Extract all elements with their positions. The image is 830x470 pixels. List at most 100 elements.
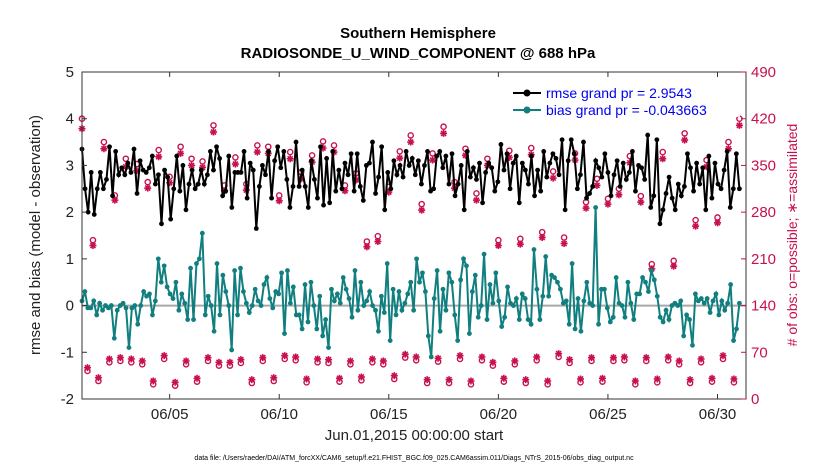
bias-point: [622, 314, 628, 320]
rmse-point: [275, 144, 281, 150]
rmse-point: [611, 172, 617, 178]
bias-point: [537, 317, 543, 322]
bias-point: [402, 300, 408, 306]
possible-obs-marker: [681, 130, 688, 137]
bias-point: [701, 300, 707, 306]
rmse-point: [354, 151, 360, 157]
y-tick-label: 5: [66, 64, 74, 81]
rmse-point: [327, 200, 333, 206]
rmse-point: [452, 193, 458, 199]
assimilated-obs-stroke: [347, 357, 354, 365]
bias-point: [563, 298, 569, 304]
assimilated-obs-marker: [429, 156, 437, 164]
bias-point: [499, 324, 505, 329]
assimilated-obs-stroke: [380, 357, 387, 365]
y-tick-label: -2: [61, 391, 74, 408]
bias-point: [546, 293, 552, 299]
bias-point: [566, 321, 572, 327]
bias-point: [420, 270, 425, 276]
assimilated-obs-stroke: [281, 352, 288, 359]
possible-obs-marker: [484, 155, 491, 163]
bias-point: [196, 256, 202, 262]
x-tick-label: 06/25: [589, 406, 627, 423]
possible-obs-marker: [264, 143, 272, 151]
assimilated-obs-stroke: [193, 375, 201, 382]
rmse-point: [620, 160, 626, 166]
assimilated-obs-stroke: [144, 185, 151, 192]
bias-point: [282, 331, 287, 336]
rmse-point: [149, 153, 155, 159]
bias-point: [349, 314, 355, 320]
bias-point: [684, 312, 689, 318]
x-tick-label: 06/10: [260, 406, 298, 423]
bias-point: [220, 272, 226, 278]
assimilated-obs-marker: [456, 352, 464, 360]
rmse-point: [116, 172, 122, 178]
bias-point: [637, 291, 643, 297]
rmse-point: [128, 170, 134, 175]
bias-point: [640, 275, 645, 280]
rmse-point: [110, 193, 115, 199]
assimilated-obs-stroke: [610, 354, 617, 361]
assimilated-obs-stroke: [128, 355, 135, 363]
bias-point: [657, 314, 663, 320]
assimilated-obs-stroke: [730, 375, 738, 383]
possible-obs-marker: [199, 158, 206, 165]
bias-point: [264, 275, 270, 280]
bias-point: [194, 261, 199, 266]
bias-point: [678, 298, 684, 304]
assimilated-obs-stroke: [336, 375, 343, 382]
assimilated-obs-marker: [111, 196, 119, 204]
bias-point: [238, 265, 243, 271]
bias-point: [414, 256, 419, 262]
assimilated-obs-stroke: [413, 353, 420, 361]
possible-obs-marker: [560, 234, 568, 241]
assimilated-obs-marker: [604, 200, 612, 208]
bias-point: [687, 317, 692, 322]
possible-obs-marker: [100, 138, 108, 146]
assimilated-obs-marker: [401, 350, 409, 358]
rmse-point: [718, 186, 724, 192]
assimilated-obs-marker: [215, 358, 223, 366]
rmse-point: [201, 181, 207, 187]
rmse-point: [278, 165, 284, 171]
possible-obs-marker: [330, 142, 338, 149]
bias-point: [378, 293, 384, 299]
bias-point: [464, 263, 469, 269]
assimilated-obs-stroke: [593, 182, 601, 189]
rmse-point: [529, 153, 534, 159]
rmse-point: [578, 172, 583, 178]
possible-obs-marker: [440, 123, 447, 131]
rmse-point: [367, 160, 372, 166]
y-axis-label: rmse and bias (model - observation): [27, 115, 44, 355]
assimilated-obs-marker: [105, 355, 113, 363]
assimilated-obs-stroke: [687, 376, 694, 383]
bias-point: [569, 261, 575, 266]
bias-point: [513, 296, 519, 301]
bias-point: [258, 303, 264, 308]
rmse-point: [474, 177, 479, 182]
assimilated-obs-stroke: [111, 197, 118, 204]
rmse-point: [672, 207, 678, 213]
assimilated-obs-marker: [598, 374, 606, 382]
bias-point: [141, 289, 147, 294]
assimilated-obs-stroke: [183, 357, 190, 365]
assimilated-obs-marker: [670, 262, 678, 270]
bias-point: [173, 279, 179, 285]
bias-point: [311, 303, 317, 308]
possible-obs-marker: [363, 238, 371, 245]
assimilated-obs-marker: [281, 352, 289, 360]
rmse-point: [446, 181, 452, 187]
bias-point: [246, 310, 252, 315]
rmse-point: [715, 181, 721, 187]
bias-point: [458, 277, 464, 283]
assimilated-obs-marker: [659, 155, 667, 163]
rmse-point: [675, 181, 681, 187]
assimilated-obs-marker: [188, 161, 196, 169]
rmse-point: [440, 165, 446, 171]
bias-point: [619, 303, 625, 308]
bias-point: [191, 317, 196, 322]
assimilated-obs-marker: [231, 160, 239, 168]
plot-area: [78, 115, 746, 389]
bias-point: [317, 293, 323, 299]
